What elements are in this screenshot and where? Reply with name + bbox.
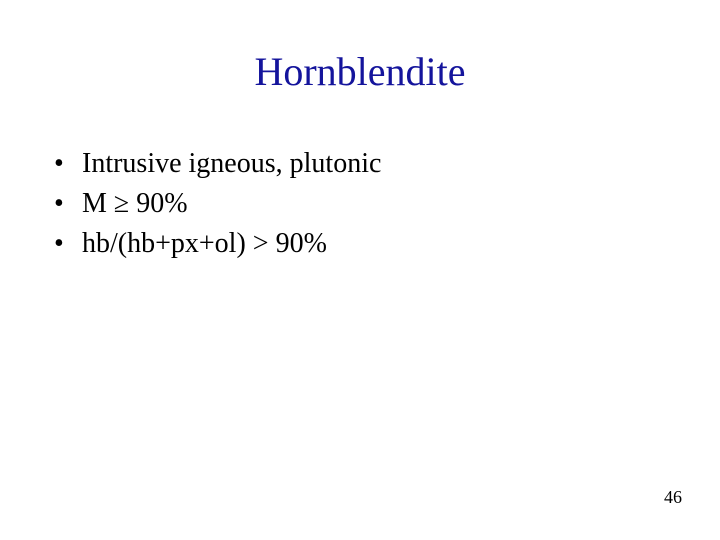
page-number: 46 <box>664 487 682 508</box>
list-item: hb/(hb+px+ol) > 90% <box>54 225 381 263</box>
page-title: Hornblendite <box>0 48 720 95</box>
list-item: Intrusive igneous, plutonic <box>54 145 381 183</box>
bullet-list: Intrusive igneous, plutonic M ≥ 90% hb/(… <box>54 145 381 264</box>
list-item: M ≥ 90% <box>54 185 381 223</box>
